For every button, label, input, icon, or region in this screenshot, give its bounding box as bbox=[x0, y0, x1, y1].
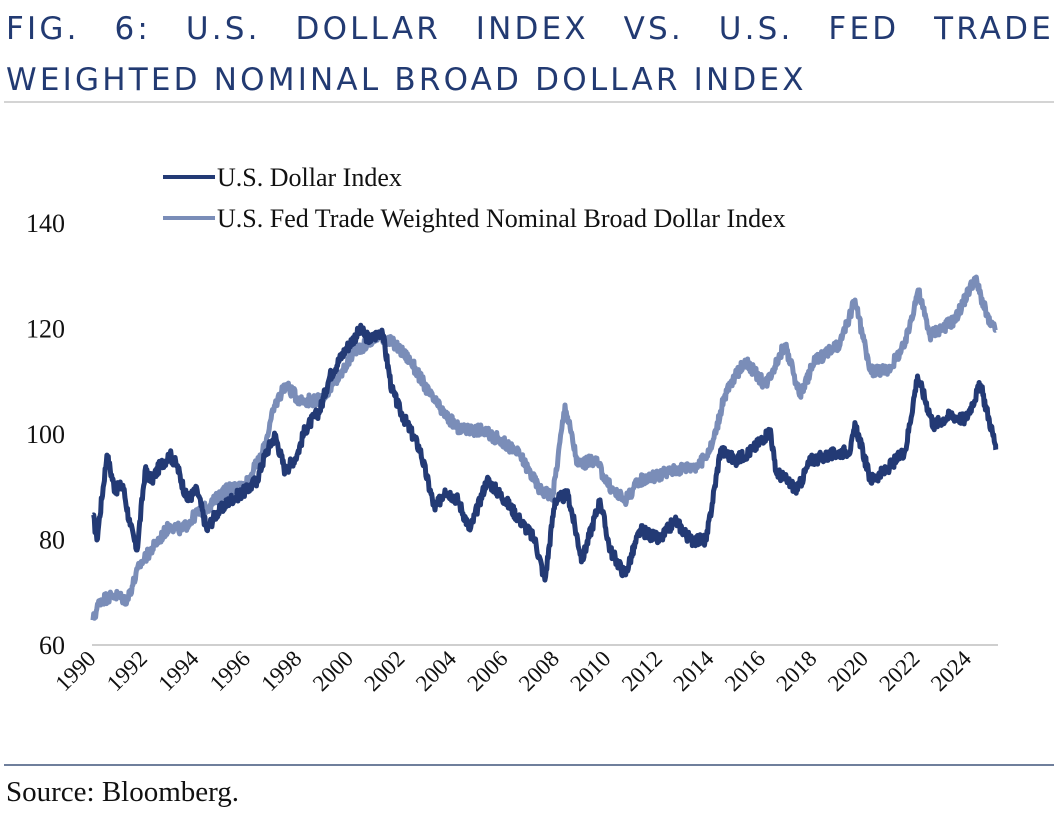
title-divider bbox=[4, 101, 1054, 103]
y-axis-ticks: 60 80 100 120 140 bbox=[26, 209, 65, 660]
x-tick-label: 1994 bbox=[153, 646, 204, 697]
x-tick-label: 2014 bbox=[668, 646, 719, 697]
line-chart: 60 80 100 120 140 1990 1992 1994 1996 1998 2000 20… bbox=[26, 163, 999, 697]
figure-title-line-2: WEIGHTED NOMINAL BROAD DOLLAR INDEX bbox=[6, 62, 807, 98]
x-tick-label: 2010 bbox=[565, 646, 615, 696]
figure-title-line-1: FIG. 6: U.S. DOLLAR INDEX VS. U.S. FED T… bbox=[6, 11, 1054, 47]
series-line-dollar-index bbox=[91, 322, 999, 583]
source-divider bbox=[4, 764, 1054, 766]
legend-item-fed: U.S. Fed Trade Weighted Nominal Broad Do… bbox=[163, 204, 786, 233]
y-tick-label: 80 bbox=[39, 526, 65, 555]
x-tick-label: 2016 bbox=[720, 646, 770, 696]
series-lines bbox=[90, 274, 999, 621]
x-tick-label: 2020 bbox=[823, 646, 873, 696]
x-tick-label: 2024 bbox=[926, 646, 977, 697]
y-tick-label: 100 bbox=[26, 420, 65, 449]
x-tick-label: 2004 bbox=[411, 646, 462, 697]
x-tick-label: 2008 bbox=[514, 646, 564, 696]
x-tick-label: 2022 bbox=[874, 646, 924, 696]
legend-label-dxy: U.S. Dollar Index bbox=[217, 163, 402, 192]
x-tick-label: 2018 bbox=[771, 646, 821, 696]
figure-title: FIG. 6: U.S. DOLLAR INDEX VS. U.S. FED T… bbox=[6, 4, 1054, 106]
x-tick-label: 1996 bbox=[205, 646, 255, 696]
x-tick-label: 2000 bbox=[308, 646, 358, 696]
x-tick-label: 1998 bbox=[256, 646, 306, 696]
x-tick-label: 1992 bbox=[102, 646, 152, 696]
legend: U.S. Dollar Index U.S. Fed Trade Weighte… bbox=[163, 163, 786, 233]
x-tick-label: 2012 bbox=[617, 646, 667, 696]
series-line-fed-broad-index bbox=[90, 274, 998, 621]
y-tick-label: 140 bbox=[26, 209, 65, 238]
legend-label-fed: U.S. Fed Trade Weighted Nominal Broad Do… bbox=[217, 204, 786, 233]
x-tick-label: 2006 bbox=[462, 646, 512, 696]
legend-item-dxy: U.S. Dollar Index bbox=[163, 163, 402, 192]
y-tick-label: 120 bbox=[26, 315, 65, 344]
y-tick-label: 60 bbox=[39, 631, 65, 660]
x-tick-label: 2002 bbox=[359, 646, 409, 696]
x-axis-ticks: 1990 1992 1994 1996 1998 2000 2002 2004 2006 2008… bbox=[50, 646, 976, 697]
source-note: Source: Bloomberg. bbox=[6, 776, 240, 808]
